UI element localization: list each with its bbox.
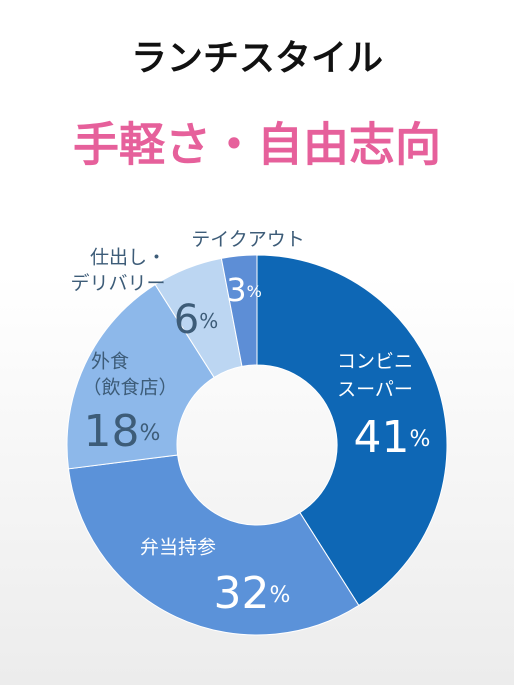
value-label: 41% [354,412,431,463]
donut-slice [256,254,448,607]
value-label: 32% [214,568,291,619]
value-number: 41 [354,412,410,463]
value-unit: % [140,421,161,446]
donut-slice [220,254,258,368]
chart-title: ランチスタイル [131,38,383,79]
value-unit: % [270,583,291,608]
donut-slice [67,454,360,636]
chart-subtitle: 手軽さ・自由志向 [73,118,441,172]
value-label: 6% [174,297,218,343]
slice-label: デリバリー [70,273,165,295]
slice-label: テイクアウト [191,229,305,251]
value-label: 18% [84,406,161,457]
slice-label: 外食 [91,351,129,373]
value-number: 18 [84,406,140,457]
slice-label: 仕出し・ [90,247,166,269]
value-label: 3% [226,271,262,309]
value-number: 6 [174,297,199,343]
slice-label: コンビニ [337,351,413,373]
value-unit: % [247,282,262,301]
slice-label: 弁当持参 [140,537,216,559]
value-unit: % [410,427,431,452]
slice-label: スーパー [337,379,413,401]
donut-slice [66,283,215,470]
value-unit: % [199,309,218,333]
value-number: 32 [214,568,270,619]
value-number: 3 [226,271,246,309]
slice-label: （飲食店） [82,377,177,399]
